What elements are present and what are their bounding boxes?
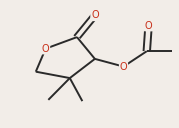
Text: O: O [91,10,99,20]
Text: O: O [42,44,49,54]
Text: O: O [120,62,127,72]
Text: O: O [145,21,152,31]
